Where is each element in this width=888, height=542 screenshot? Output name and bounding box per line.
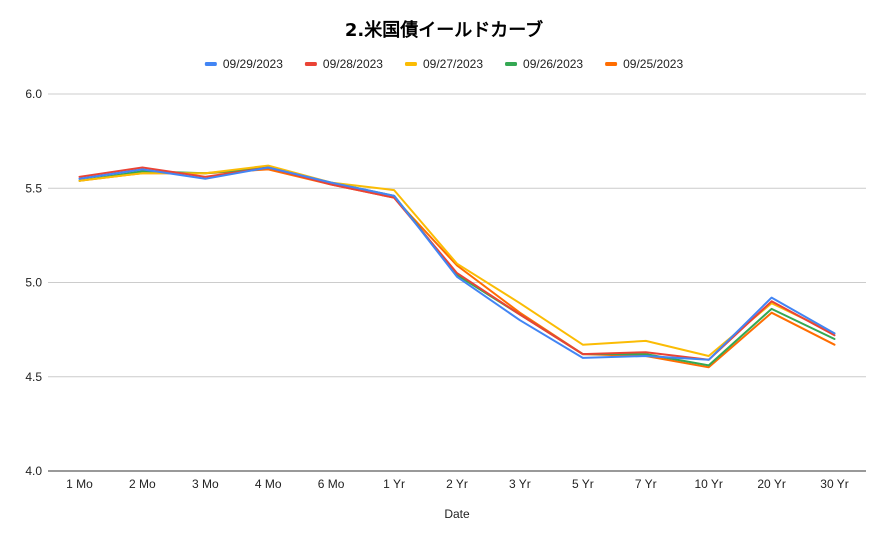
legend-label: 09/29/2023 (223, 57, 283, 71)
legend-label: 09/28/2023 (323, 57, 383, 71)
legend-label: 09/25/2023 (623, 57, 683, 71)
y-tick-label: 6.0 (25, 87, 42, 101)
legend-item: 09/26/2023 (505, 57, 583, 71)
legend-item: 09/27/2023 (404, 57, 483, 71)
legend-label: 09/26/2023 (523, 57, 583, 71)
x-tick-label: 20 Yr (757, 477, 785, 491)
x-tick-label: 3 Yr (509, 477, 531, 491)
x-tick-label: 1 Yr (383, 477, 405, 491)
chart-title: 2.米国債イールドカーブ (345, 19, 543, 41)
chart-series (78, 164, 836, 369)
y-tick-label: 4.5 (25, 370, 42, 384)
x-axis-ticks: 1 Mo 2 Mo 3 Mo 4 Mo 6 Mo 1 Yr 2 Yr 3 Yr 5 Yr 7 Yr… (66, 477, 849, 491)
x-tick-label: 1 Mo (66, 477, 93, 491)
series-line (78, 166, 836, 361)
y-tick-label: 5.0 (25, 276, 42, 290)
chart-gridlines (48, 93, 866, 472)
x-tick-label: 7 Yr (635, 477, 657, 491)
series-line (78, 168, 836, 369)
series-line (78, 164, 836, 357)
x-tick-label: 30 Yr (820, 477, 848, 491)
legend-item: 09/29/2023 (204, 57, 283, 71)
x-tick-label: 2 Mo (129, 477, 156, 491)
legend-swatch (605, 62, 618, 66)
y-tick-label: 5.5 (25, 181, 42, 195)
legend-swatch (204, 62, 217, 66)
legend-label: 09/27/2023 (423, 57, 483, 71)
x-tick-label: 3 Mo (192, 477, 219, 491)
chart-legend: 09/29/2023 09/28/2023 09/27/2023 09/26/2023… (204, 57, 683, 71)
x-tick-label: 5 Yr (572, 477, 594, 491)
x-tick-label: 2 Yr (446, 477, 468, 491)
legend-swatch (304, 62, 317, 66)
x-tick-label: 10 Yr (694, 477, 722, 491)
y-axis-ticks: 4.0 4.5 5.0 5.5 6.0 (25, 87, 42, 478)
y-tick-label: 4.0 (25, 464, 42, 478)
x-axis-label: Date (444, 507, 470, 521)
legend-swatch (505, 62, 518, 66)
x-tick-label: 6 Mo (318, 477, 345, 491)
legend-item: 09/25/2023 (605, 57, 683, 71)
legend-item: 09/28/2023 (304, 57, 383, 71)
legend-swatch (404, 62, 417, 66)
x-tick-label: 4 Mo (255, 477, 282, 491)
